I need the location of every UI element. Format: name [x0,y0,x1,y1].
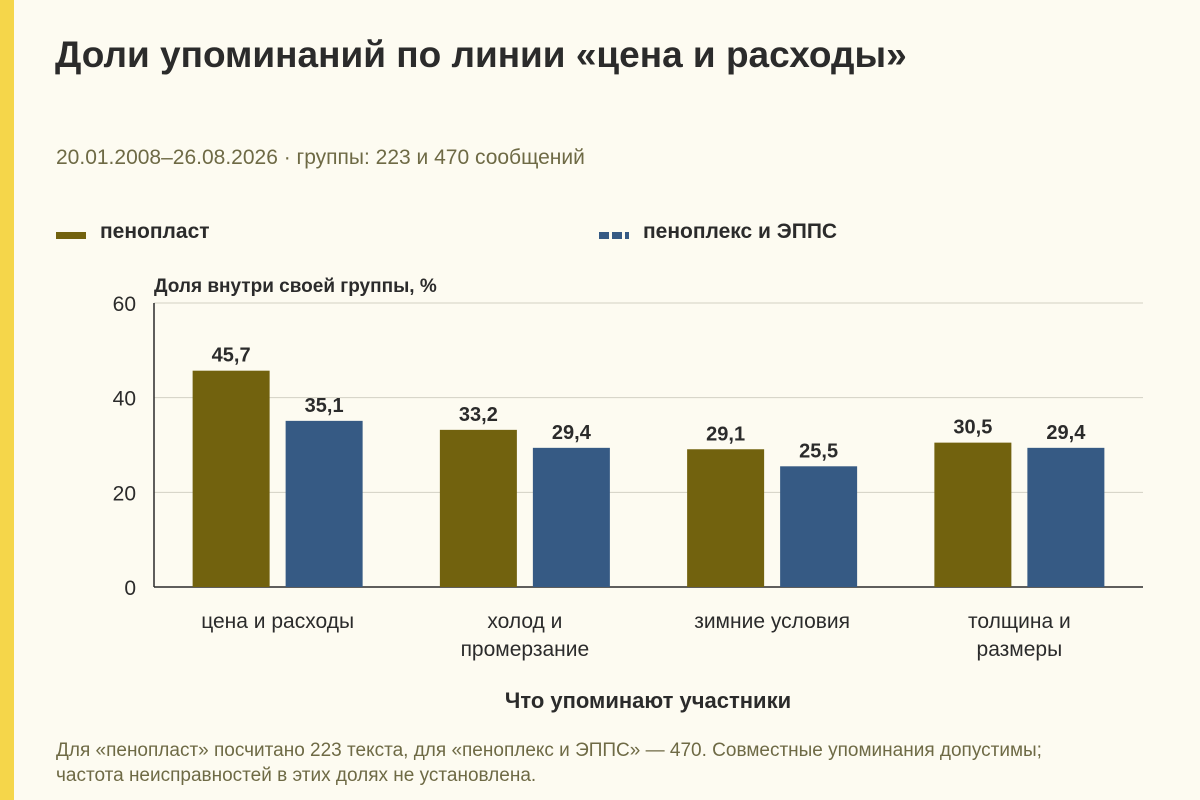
legend-label-penoplast: пенопласт [100,220,210,243]
bar-value-label: 25,5 [799,440,838,462]
legend-swatch-penoplast [56,231,86,239]
legend-swatch-penoplex [599,231,629,239]
bar-penoplex-3 [1027,447,1105,587]
bar-penoplast-2 [687,449,765,587]
bar-value-label: 29,1 [706,423,745,445]
bar-value-label: 33,2 [459,404,498,426]
x-category-label: толщина и размеры [968,610,1071,661]
bar-penoplex-1 [532,447,610,587]
footnote: Для «пенопласт» посчитано 223 текста, дл… [56,740,1042,786]
chart-title: Доли упоминаний по линии «цена и расходы… [55,34,907,75]
bar-penoplex-0 [285,420,363,587]
legend-label-penoplex: пеноплекс и ЭППС [643,220,838,243]
y-tick-label: 40 [113,388,136,411]
y-axis-title: Доля внутри своей группы, % [154,276,437,297]
x-category-label: холод и промерзание [461,610,590,661]
bar-penoplast-3 [934,442,1012,587]
bar-value-label: 45,7 [212,345,251,367]
accent-strip [0,0,14,800]
bar-penoplex-2 [780,466,858,587]
bar-value-label: 35,1 [305,395,344,417]
x-axis-title: Что упоминают участники [505,688,791,713]
y-tick-label: 60 [113,293,136,316]
legend-item-penoplast: пенопласт [56,220,210,244]
bar-value-label: 29,4 [552,422,592,444]
x-category-label: цена и расходы [201,610,354,633]
legend-item-penoplex: пеноплекс и ЭППС [599,220,837,244]
chart-subtitle: 20.01.2008–26.08.2026 · группы: 223 и 47… [56,146,585,169]
bar-penoplast-1 [439,429,517,587]
y-tick-label: 0 [124,577,136,600]
bar-penoplast-0 [192,370,270,587]
y-tick-label: 20 [113,482,136,505]
bar-value-label: 29,4 [1046,422,1086,444]
x-category-label: зимние условия [694,610,850,633]
bar-value-label: 30,5 [953,417,992,439]
